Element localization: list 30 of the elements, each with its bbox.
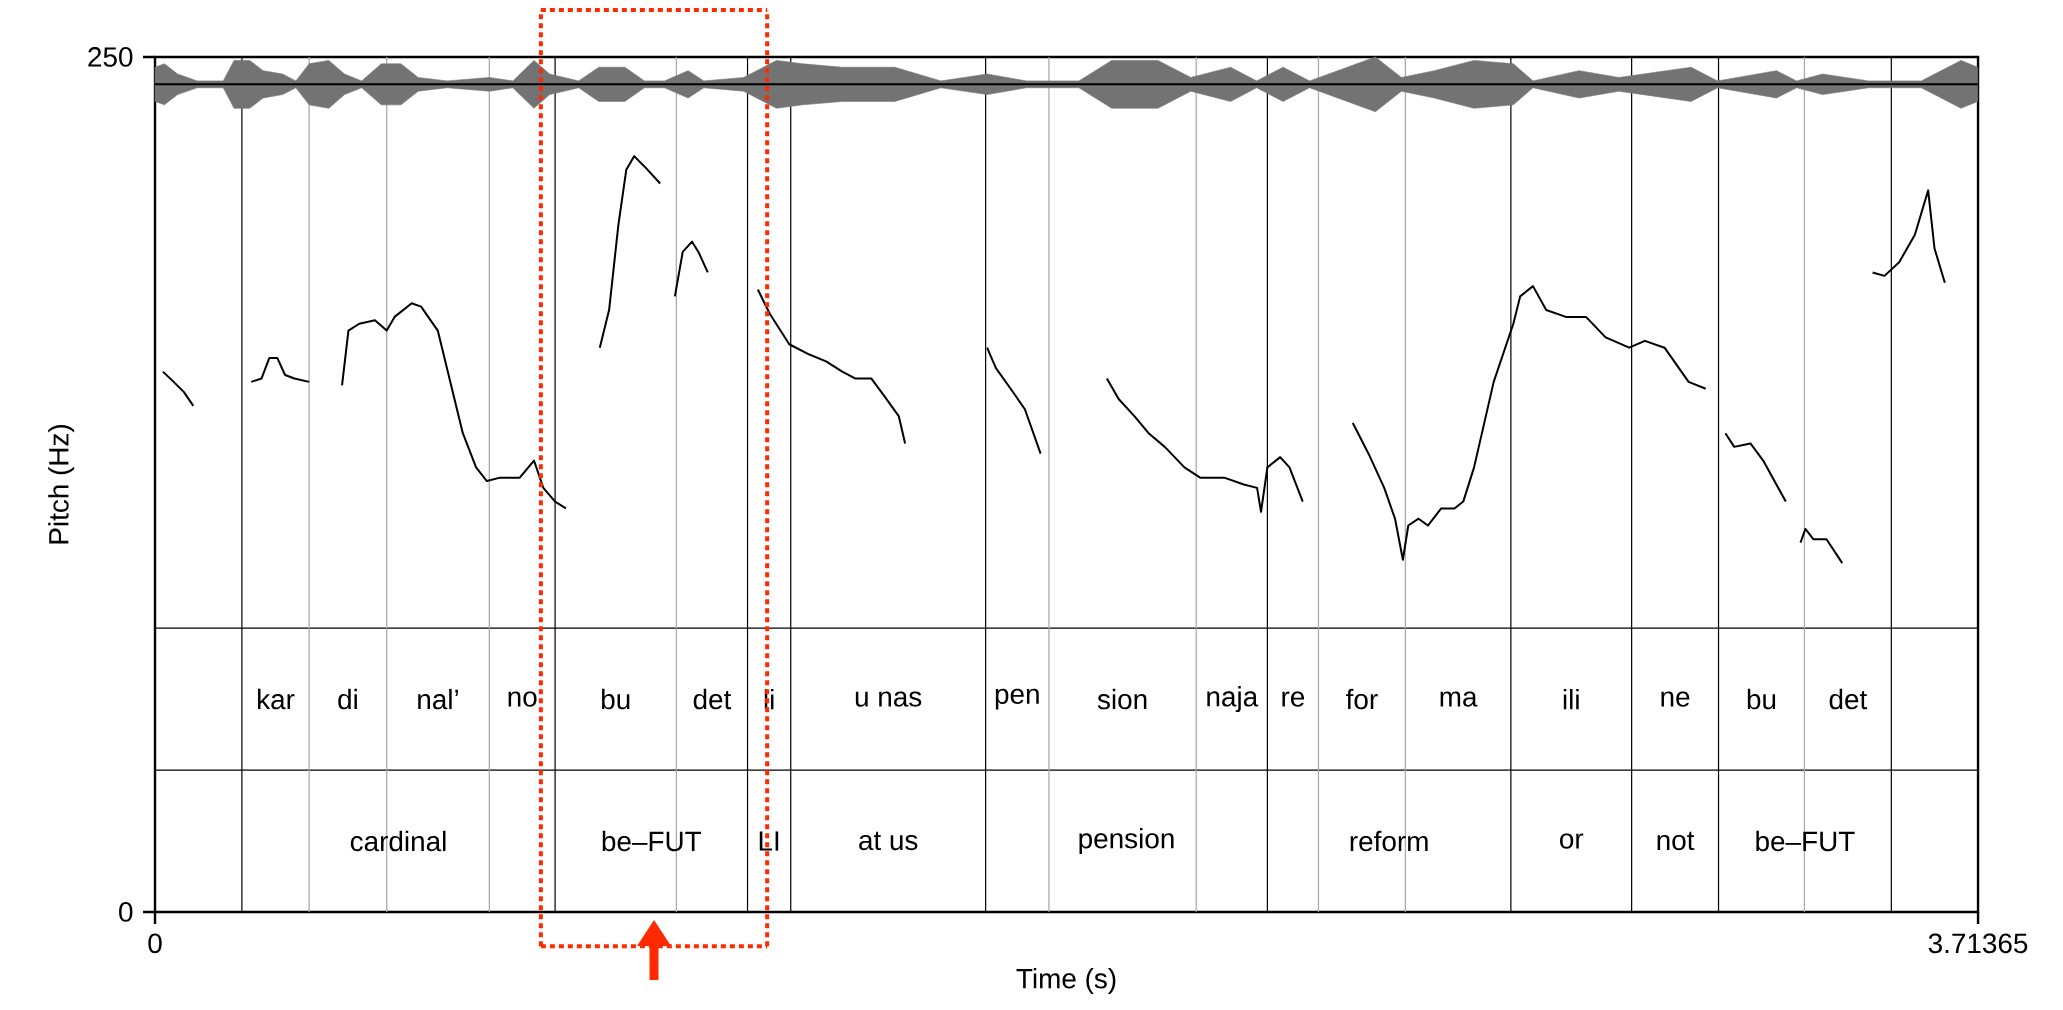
annotation: di: [338, 688, 357, 710]
annotation: nal’: [418, 688, 458, 710]
annotation: kar: [258, 688, 295, 710]
annotation: ma: [1440, 691, 1478, 707]
annotation: cardinal: [350, 830, 446, 852]
annotation: or: [1560, 833, 1584, 849]
annotation: LI: [759, 831, 779, 851]
annotation: det: [693, 688, 732, 710]
y-tick-label: 250: [88, 47, 133, 67]
annotation: be–FUT: [602, 830, 702, 852]
annotation: naja: [1207, 686, 1259, 713]
annotation: for: [1346, 688, 1378, 710]
annotation: bu: [602, 688, 630, 710]
annotation: pension: [1079, 828, 1174, 855]
annotation: pen: [995, 688, 1039, 710]
annotation: bu: [1747, 688, 1776, 710]
x-tick-label: 3.71365: [1928, 933, 2028, 954]
annotation: ne: [1661, 691, 1690, 707]
annotation: at us: [859, 831, 918, 851]
annotation: not: [1657, 831, 1695, 851]
x-axis-title: Time (s): [1016, 968, 1116, 995]
annotation: re: [1282, 691, 1305, 707]
annotation: reform: [1350, 830, 1428, 852]
annotation: no: [508, 691, 537, 707]
annotation: be–FUT: [1756, 830, 1855, 852]
annotation: det: [1829, 688, 1868, 710]
y-axis-title: Pitch (Hz): [48, 425, 75, 544]
annotation: sion: [1097, 688, 1147, 710]
annotation: u nas: [855, 691, 922, 707]
annotation: ili: [1563, 688, 1579, 710]
